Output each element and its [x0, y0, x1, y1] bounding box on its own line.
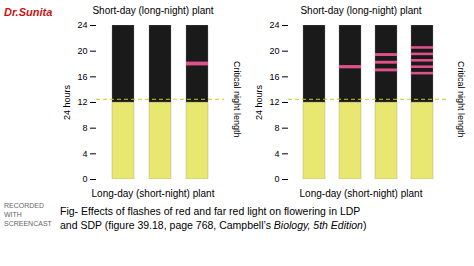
svg-text:16: 16: [77, 72, 87, 82]
svg-text:20: 20: [77, 46, 87, 56]
svg-text:24: 24: [269, 20, 279, 30]
html-text:Short-day (long-night) plant: Short-day (long-night) plant: [300, 5, 422, 16]
svg-text:Critical night length: Critical night length: [456, 61, 466, 138]
svg-text:24 hours: 24 hours: [254, 84, 264, 120]
html-text:RECORDED WITH: RECORDED WITH: [4, 202, 45, 218]
svg-text:20: 20: [269, 46, 279, 56]
html-text:Dr.Sunita: Dr.Sunita: [4, 6, 53, 18]
svg-text:4: 4: [82, 149, 87, 159]
svg-text:0: 0: [82, 174, 87, 184]
svg-text:8: 8: [274, 123, 279, 133]
html-text:Fig- Effects of flashes of red: Fig- Effects of flashes of red and far r…: [60, 205, 361, 217]
svg-text:Critical night length: Critical night length: [232, 61, 242, 138]
html-text:and SDP (figure 39.18, page 76: and SDP (figure 39.18, page 768, Campbel…: [60, 219, 367, 231]
html-text:Long-day (short-night) plant: Long-day (short-night) plant: [299, 188, 423, 199]
svg-text:12: 12: [77, 97, 87, 107]
svg-text:0: 0: [274, 174, 279, 184]
html-text:Long-day (short-night) plant: Long-day (short-night) plant: [91, 188, 215, 199]
svg-text:8: 8: [82, 123, 87, 133]
html-text:Short-day (long-night) plant: Short-day (long-night) plant: [92, 5, 214, 16]
svg-text:24 hours: 24 hours: [62, 84, 72, 120]
html-text:SCREENCAST: SCREENCAST: [4, 220, 52, 227]
svg-text:16: 16: [269, 72, 279, 82]
svg-text:12: 12: [269, 97, 279, 107]
svg-text:24: 24: [77, 20, 87, 30]
svg-text:4: 4: [274, 149, 279, 159]
